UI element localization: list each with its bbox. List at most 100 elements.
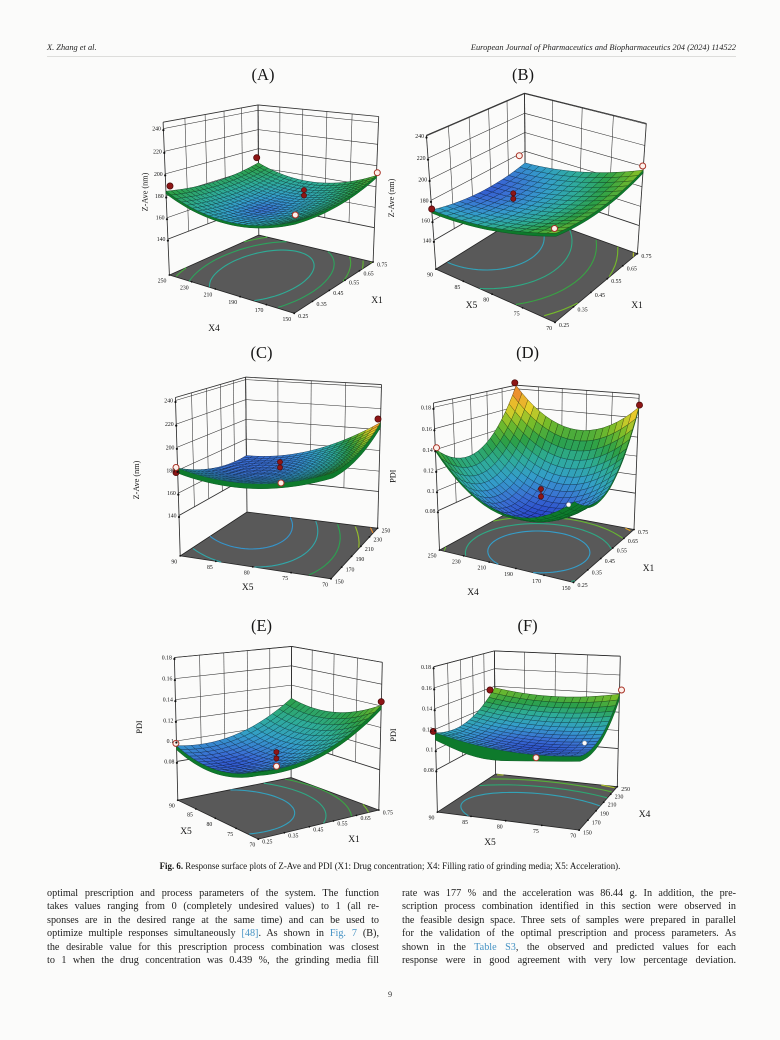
svg-text:210: 210 [204, 293, 213, 299]
svg-text:0.65: 0.65 [364, 271, 374, 277]
svg-text:(D): (D) [516, 343, 539, 362]
svg-text:0.45: 0.45 [333, 291, 343, 297]
svg-text:0.45: 0.45 [313, 827, 323, 833]
svg-text:200: 200 [154, 172, 163, 178]
svg-text:150: 150 [562, 586, 571, 592]
svg-text:250: 250 [382, 529, 391, 535]
svg-text:160: 160 [167, 491, 176, 497]
svg-text:0.14: 0.14 [422, 707, 432, 713]
svg-text:180: 180 [155, 194, 164, 200]
svg-text:230: 230 [180, 285, 189, 291]
svg-text:0.16: 0.16 [422, 686, 432, 692]
svg-text:170: 170 [532, 579, 541, 585]
svg-text:0.18: 0.18 [421, 665, 431, 671]
svg-text:0.12: 0.12 [163, 718, 173, 724]
svg-text:X1: X1 [371, 296, 383, 306]
svg-text:160: 160 [421, 219, 430, 225]
svg-text:0.65: 0.65 [628, 539, 638, 545]
svg-text:85: 85 [455, 285, 461, 291]
svg-text:0.12: 0.12 [424, 468, 434, 474]
svg-text:230: 230 [452, 559, 461, 565]
svg-text:160: 160 [156, 216, 165, 222]
svg-text:250: 250 [428, 554, 437, 560]
svg-text:0.75: 0.75 [377, 263, 387, 269]
svg-text:140: 140 [168, 514, 177, 520]
svg-text:(F): (F) [518, 616, 538, 635]
svg-text:75: 75 [533, 829, 539, 835]
svg-text:210: 210 [608, 803, 617, 809]
svg-text:0.55: 0.55 [617, 549, 627, 555]
svg-text:0.55: 0.55 [611, 279, 621, 285]
svg-text:(B): (B) [512, 65, 534, 84]
svg-text:0.25: 0.25 [578, 583, 588, 589]
svg-text:X1: X1 [643, 564, 655, 574]
svg-text:0.1: 0.1 [426, 748, 433, 754]
svg-text:70: 70 [322, 582, 328, 588]
svg-text:190: 190 [228, 300, 237, 306]
svg-text:0.14: 0.14 [423, 448, 433, 454]
svg-text:0.35: 0.35 [578, 307, 588, 313]
svg-text:190: 190 [600, 811, 609, 817]
svg-text:150: 150 [282, 317, 291, 323]
svg-text:90: 90 [427, 273, 433, 279]
svg-text:140: 140 [423, 238, 432, 244]
svg-text:X5: X5 [242, 583, 254, 593]
svg-text:80: 80 [483, 298, 489, 304]
svg-text:0.25: 0.25 [298, 314, 308, 320]
svg-text:150: 150 [335, 579, 344, 585]
svg-text:0.16: 0.16 [162, 677, 172, 683]
svg-text:220: 220 [153, 149, 162, 155]
svg-text:230: 230 [374, 537, 383, 543]
svg-text:0.55: 0.55 [349, 281, 359, 287]
svg-text:0.14: 0.14 [163, 698, 173, 704]
svg-text:X1: X1 [631, 301, 643, 311]
svg-text:85: 85 [207, 565, 213, 571]
svg-text:0.65: 0.65 [627, 266, 637, 272]
svg-text:90: 90 [429, 816, 435, 822]
svg-text:90: 90 [169, 804, 175, 810]
svg-text:X5: X5 [466, 301, 478, 311]
svg-text:0.45: 0.45 [595, 293, 605, 299]
svg-text:170: 170 [592, 821, 601, 827]
svg-text:0.08: 0.08 [425, 509, 435, 515]
svg-text:0.45: 0.45 [605, 559, 615, 565]
svg-text:X4: X4 [467, 588, 479, 598]
svg-text:0.25: 0.25 [262, 840, 272, 846]
svg-text:(C): (C) [251, 343, 273, 362]
svg-text:85: 85 [462, 820, 468, 826]
svg-text:0.35: 0.35 [288, 833, 298, 839]
svg-text:0.18: 0.18 [421, 405, 431, 411]
svg-text:(A): (A) [252, 65, 275, 84]
svg-text:0.08: 0.08 [424, 768, 434, 774]
svg-text:85: 85 [187, 813, 193, 819]
svg-text:180: 180 [420, 198, 429, 204]
svg-text:Z-Ave (nm): Z-Ave (nm) [132, 460, 141, 499]
svg-text:0.12: 0.12 [423, 727, 433, 733]
svg-text:210: 210 [477, 566, 486, 572]
svg-text:Z-Ave (nm): Z-Ave (nm) [141, 172, 150, 211]
svg-text:X4: X4 [208, 324, 220, 334]
svg-text:0.75: 0.75 [641, 254, 651, 260]
svg-text:200: 200 [418, 178, 427, 184]
svg-text:180: 180 [166, 468, 175, 474]
svg-text:190: 190 [356, 557, 365, 563]
svg-text:70: 70 [546, 326, 552, 332]
svg-text:240: 240 [415, 134, 424, 140]
svg-text:(E): (E) [251, 616, 272, 635]
svg-text:75: 75 [227, 832, 233, 838]
svg-text:200: 200 [166, 445, 175, 451]
svg-text:240: 240 [152, 127, 161, 133]
svg-text:140: 140 [157, 237, 166, 243]
svg-text:0.25: 0.25 [559, 323, 569, 329]
svg-text:X4: X4 [639, 810, 651, 820]
svg-text:220: 220 [417, 156, 426, 162]
svg-text:80: 80 [497, 824, 503, 830]
svg-text:80: 80 [207, 822, 213, 828]
svg-text:210: 210 [365, 547, 374, 553]
svg-text:230: 230 [615, 795, 624, 801]
svg-text:250: 250 [621, 787, 630, 793]
svg-text:PDI: PDI [389, 469, 398, 482]
svg-text:170: 170 [255, 308, 264, 314]
svg-text:0.55: 0.55 [337, 822, 347, 828]
svg-text:75: 75 [514, 311, 520, 317]
